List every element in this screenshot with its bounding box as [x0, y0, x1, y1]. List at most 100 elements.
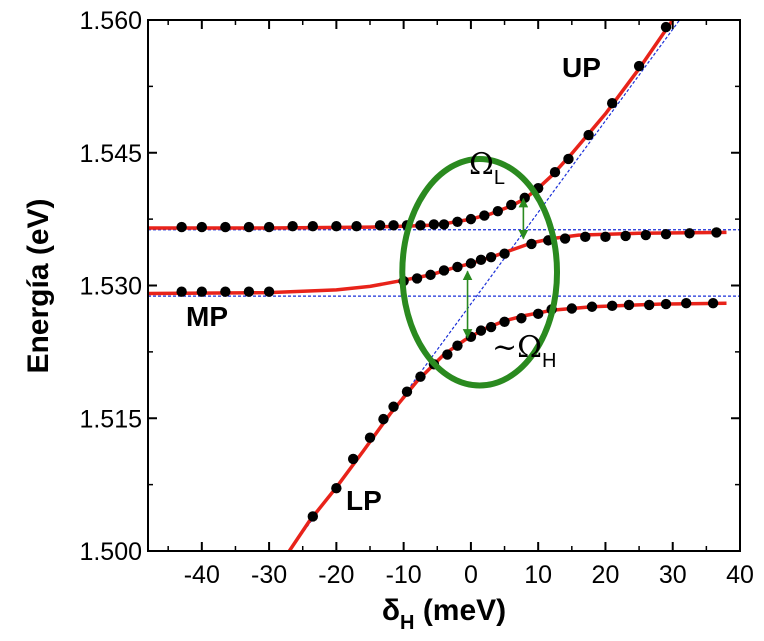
y-axis-title: Energía (eV) [22, 198, 55, 373]
lower_polariton-data-point [452, 340, 463, 351]
x-axis: -40 -30 -20 -10 0 10 20 30 40 [167, 20, 754, 589]
middle_polariton-data-point [684, 228, 695, 239]
middle_polariton-data-point [475, 254, 487, 266]
upper_polariton-data-point [388, 220, 399, 231]
x-tick-label: 40 [726, 561, 754, 589]
upper_polariton-data-point [263, 221, 275, 233]
highlight-ellipse [399, 155, 561, 389]
middle_polariton-data-point [711, 227, 722, 238]
x-axis-title-unit: (meV) [414, 594, 506, 627]
upper_polariton-data-point [374, 220, 386, 231]
lower_polariton-data-point [388, 401, 399, 412]
middle_polariton-data-point [600, 231, 611, 243]
lower_polariton-data-point [586, 301, 598, 312]
middle_polariton-data-point [220, 286, 231, 297]
omega-h-symbol: Ω [517, 330, 542, 365]
lower_polariton-data-point [378, 413, 389, 425]
annotation-overlay [399, 155, 561, 389]
x-tick-label: -10 [386, 561, 422, 589]
omega-l-symbol: Ω [469, 147, 494, 182]
lower_polariton-data-point [566, 303, 578, 314]
lower_polariton-data-point [623, 299, 635, 311]
middle_polariton-data-point [465, 258, 477, 269]
upper_polariton-data-point [465, 213, 477, 225]
upper_polariton-data-point [243, 221, 255, 233]
y-tick-label: 1.515 [79, 405, 142, 433]
upper_polariton-data-point [452, 216, 463, 227]
upper_polariton-data-point [220, 221, 231, 233]
x-tick-label: 0 [464, 561, 478, 589]
y-axis: 1.500 1.515 1.530 1.545 1.560 [79, 7, 740, 566]
upper_polariton-data-point [479, 210, 490, 221]
lower_polariton-data-point [516, 313, 527, 324]
x-tick-label: -30 [251, 561, 287, 589]
y-tick-label: 1.560 [79, 7, 142, 35]
middle_polariton-data-point [499, 248, 510, 259]
label-mp: MP [186, 301, 228, 332]
middle_polariton-data-point [452, 261, 463, 273]
lower_polariton-data-point [401, 386, 413, 397]
middle_polariton-data-point [485, 251, 497, 263]
x-tick-label: -20 [318, 561, 354, 589]
middle_polariton-data-point [263, 286, 275, 297]
middle_polariton-fit-curve [148, 230, 727, 296]
middle_polariton-data-point [176, 286, 187, 297]
lower_polariton-data-point [415, 371, 426, 382]
upper_polariton-data-point [660, 21, 672, 33]
middle_polariton-data-point [526, 238, 537, 250]
lower_polariton-data-point [347, 453, 359, 465]
lower_polariton-data-point [307, 511, 319, 522]
omega-l-subscript: L [494, 167, 505, 189]
x-axis-title-symbol: δ [382, 594, 400, 627]
upper_polariton-data-point [331, 221, 342, 232]
upper_polariton-data-point [287, 221, 298, 232]
upper_polariton-data-point [606, 97, 618, 109]
y-tick-label: 1.500 [79, 538, 142, 566]
data-points [176, 21, 722, 522]
middle_polariton-data-point [620, 230, 631, 242]
middle_polariton-data-point [660, 228, 672, 240]
upper_polariton-data-point [351, 221, 362, 232]
middle_polariton-data-point [580, 231, 591, 243]
upper_polariton-data-point [506, 199, 517, 211]
lower_polariton-data-point [643, 299, 655, 311]
label-lp: LP [346, 485, 382, 516]
y-tick-label: 1.530 [79, 273, 142, 301]
upper_polariton-data-point [196, 221, 208, 233]
x-tick-label: 20 [592, 561, 620, 589]
lower_polariton-data-point [442, 349, 453, 360]
x-tick-label: 30 [659, 561, 687, 589]
upper_polariton-data-point [519, 192, 530, 204]
upper_polariton-data-point [428, 219, 440, 230]
x-axis-title-subscript: H [400, 612, 414, 634]
upper_polariton-data-point [438, 219, 450, 230]
middle_polariton-data-point [411, 273, 423, 284]
upper_polariton-data-point [176, 221, 187, 233]
omega-h-prefix: ~ [492, 330, 517, 365]
upper_polariton-data-point [415, 220, 426, 231]
x-axis-title: δH (meV) [382, 594, 506, 634]
upper_polariton-data-point [583, 129, 594, 141]
middle_polariton-data-point [640, 229, 652, 241]
lower_polariton-data-point [606, 300, 618, 312]
lower_polariton-data-point [364, 432, 376, 443]
lower_polariton-fit-curve [287, 301, 727, 551]
guide-lines [148, 20, 740, 551]
label-up: UP [562, 52, 601, 83]
middle_polariton-data-point [559, 233, 571, 244]
lower_polariton-data-point [680, 298, 692, 309]
middle_polariton-data-point [425, 269, 436, 281]
omega-h-subscript: H [542, 350, 556, 372]
lower_polariton-data-point [707, 298, 719, 309]
middle_polariton-data-point [438, 265, 450, 276]
middle_polariton-data-point [243, 286, 255, 297]
lower_polariton-data-point [660, 298, 672, 310]
y-tick-label: 1.545 [79, 140, 142, 168]
annotation-omega-h: ~ΩH [492, 330, 556, 372]
x-tick-label: 10 [524, 561, 552, 589]
upper_polariton-data-point [307, 221, 319, 232]
upper_polariton-data-point [633, 60, 645, 72]
plot-frame [147, 19, 741, 552]
lower_polariton-data-point [485, 321, 497, 333]
